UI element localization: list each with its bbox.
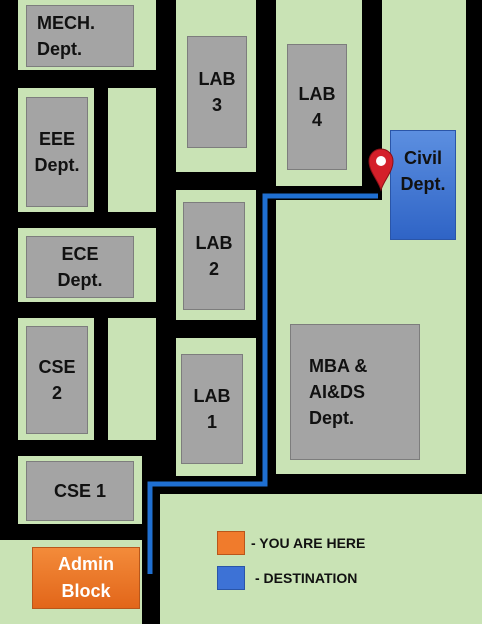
building-mba-aids-dept[interactable]: MBA & AI&DS Dept. <box>290 324 420 460</box>
legend-swatch-destination <box>217 566 245 590</box>
building-eee-dept[interactable]: EEE Dept. <box>26 97 88 207</box>
building-lab-1[interactable]: LAB 1 <box>181 354 243 464</box>
plot-eee-side <box>108 88 156 212</box>
building-cse-2[interactable]: CSE 2 <box>26 326 88 434</box>
legend-label-you-are-here: - YOU ARE HERE <box>251 535 366 551</box>
building-lab-4[interactable]: LAB 4 <box>287 44 347 170</box>
legend-label-destination: - DESTINATION <box>255 570 358 586</box>
legend-swatch-you-are-here <box>217 531 245 555</box>
building-mech-dept[interactable]: MECH. Dept. <box>26 5 134 67</box>
plot-cse2-side <box>108 318 156 440</box>
plot-legend <box>160 494 482 624</box>
building-admin-block-origin[interactable]: Admin Block <box>32 547 140 609</box>
building-cse-1[interactable]: CSE 1 <box>26 461 134 521</box>
building-lab-2[interactable]: LAB 2 <box>183 202 245 310</box>
building-civil-dept-destination[interactable]: Civil Dept. <box>390 130 456 240</box>
building-lab-3[interactable]: LAB 3 <box>187 36 247 148</box>
building-ece-dept[interactable]: ECE Dept. <box>26 236 134 298</box>
